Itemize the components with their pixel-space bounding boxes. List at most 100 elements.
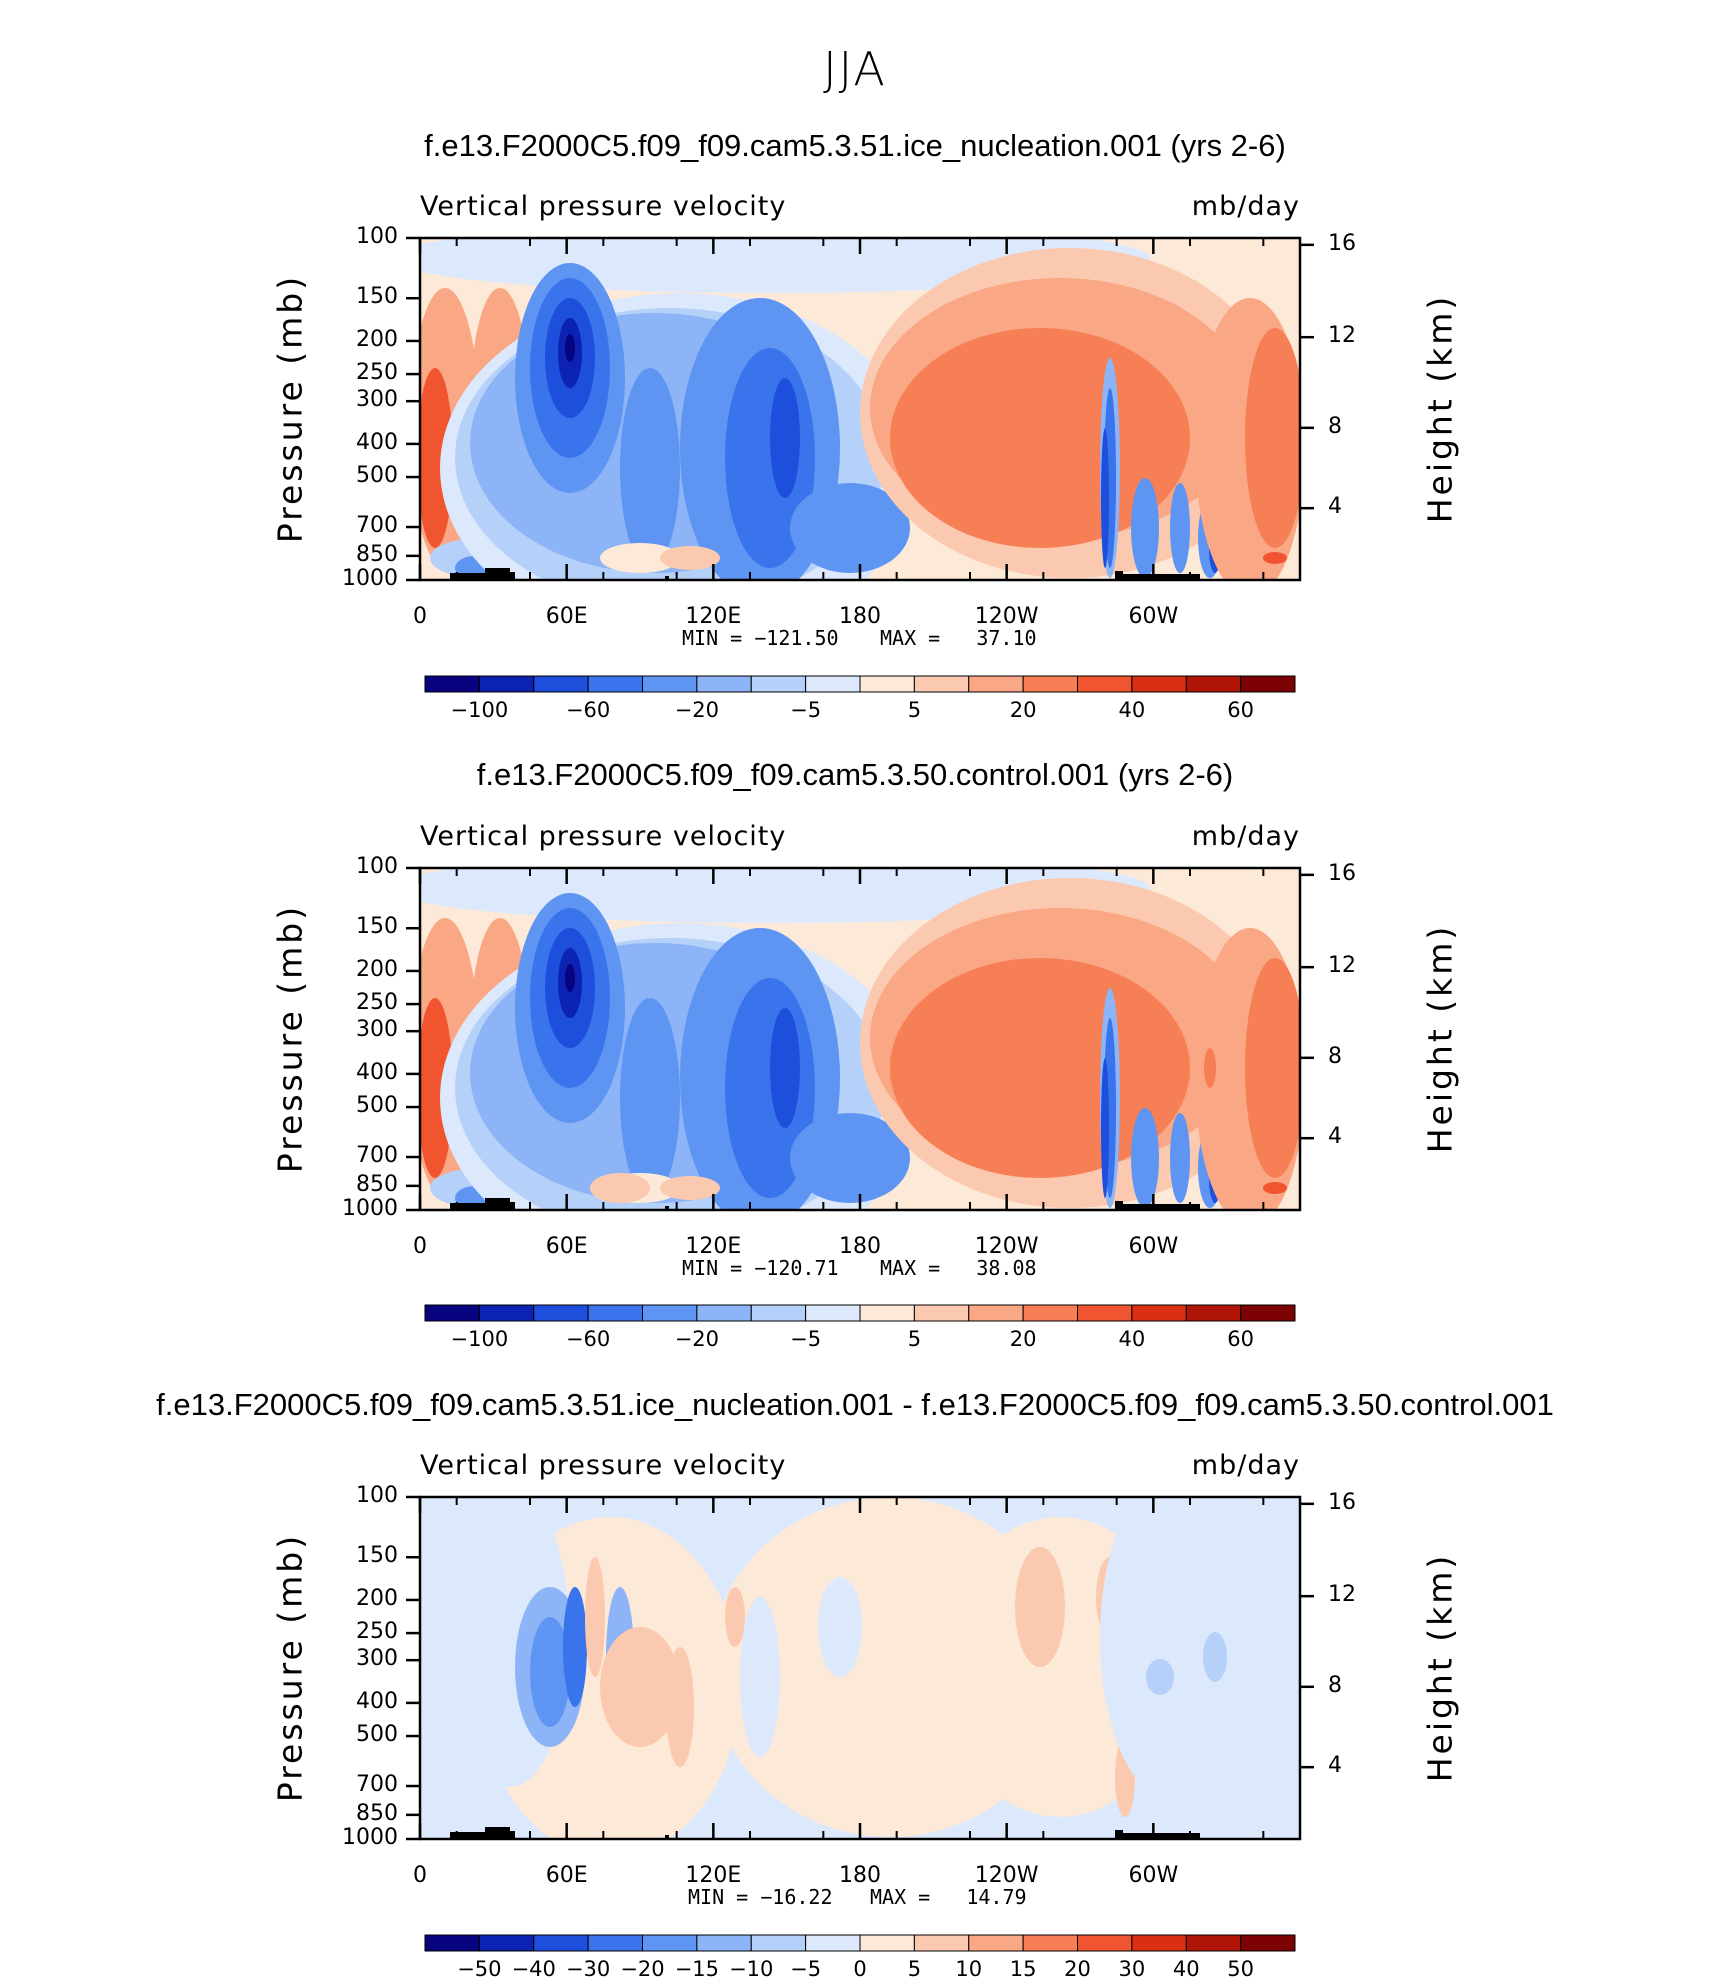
pressure-tick-label: 150	[356, 284, 398, 310]
units-label: mb/day	[1191, 821, 1300, 852]
colorbar-swatch	[642, 675, 698, 693]
height-tick-label: 8	[1328, 413, 1342, 439]
topography-block	[665, 576, 669, 580]
colorbar-label: 20	[1009, 698, 1037, 722]
topography-block	[450, 1832, 500, 1839]
pressure-tick-label: 100	[356, 854, 398, 879]
colorbar-label: −60	[565, 1327, 611, 1351]
longitude-tick-label: 60W	[1128, 1234, 1179, 1259]
pressure-tick-label: 100	[356, 224, 398, 249]
longitude-tick-label: 180	[839, 1234, 881, 1259]
height-tick-label: 12	[1328, 323, 1356, 349]
longitude-tick-label: 180	[839, 1863, 881, 1888]
contour-region	[620, 998, 680, 1198]
min-stat: MIN = −120.71	[682, 1256, 839, 1280]
longitude-tick-label: 180	[839, 604, 881, 629]
contour-region	[565, 964, 575, 992]
contour-region	[660, 1176, 720, 1200]
colorbar-swatch	[424, 1304, 480, 1322]
contour-region	[1015, 1547, 1065, 1667]
colorbar-swatch	[805, 1304, 861, 1322]
colorbar-swatch	[750, 675, 807, 693]
contour-region	[818, 1577, 862, 1677]
colorbar-swatch	[805, 675, 861, 693]
pressure-tick-label: 200	[356, 1585, 398, 1611]
topography-block	[450, 573, 500, 580]
contour-region	[660, 546, 720, 570]
height-tick-label: 12	[1328, 953, 1356, 979]
topography-mask	[450, 568, 1200, 580]
colorbar-swatch	[913, 1304, 970, 1322]
colorbar-swatch	[696, 1304, 752, 1322]
pressure-tick-label: 150	[356, 914, 398, 940]
pressure-tick-label: 200	[356, 326, 398, 352]
contour-region	[790, 483, 910, 573]
longitude-tick-label: 60W	[1128, 1863, 1179, 1888]
colorbar-label: −20	[674, 1327, 720, 1351]
contour-region	[585, 1557, 605, 1677]
colorbar-label: −5	[790, 698, 822, 722]
height-tick-label: 12	[1328, 1582, 1356, 1608]
colorbar-swatch	[696, 675, 752, 693]
colorbar-label: 60	[1227, 698, 1254, 722]
pressure-tick-label: 500	[356, 1722, 398, 1748]
colorbar-swatch	[1240, 675, 1296, 693]
topography-block	[1115, 571, 1123, 580]
units-label: mb/day	[1191, 191, 1300, 222]
colorbar-swatch	[968, 1934, 1024, 1952]
height-tick-label: 4	[1328, 1124, 1342, 1150]
units-label: mb/day	[1191, 1450, 1300, 1481]
colorbar-swatch	[1240, 1934, 1296, 1952]
colorbar-label: 5	[907, 1327, 922, 1351]
colorbar-swatch	[1077, 675, 1133, 693]
contour-region	[740, 1597, 780, 1757]
pressure-tick-label: 700	[356, 1143, 398, 1169]
pressure-tick-label: 700	[356, 513, 398, 539]
colorbar-swatch	[859, 1934, 915, 1952]
contour-region	[770, 378, 800, 498]
colorbar-swatch	[968, 1304, 1024, 1322]
topography-block	[1120, 1833, 1200, 1839]
figure-title: JJA	[823, 42, 887, 96]
pressure-tick-label: 850	[356, 541, 398, 567]
variable-name: Vertical pressure velocity	[420, 1450, 787, 1481]
longitude-tick-label: 60W	[1128, 604, 1179, 629]
colorbar-swatch	[1022, 675, 1078, 693]
contour-region	[1100, 1497, 1260, 1807]
variable-name: Vertical pressure velocity	[420, 821, 787, 852]
contour-region	[620, 368, 680, 568]
contour-region	[1131, 478, 1159, 578]
contour-region	[1101, 428, 1109, 568]
colorbar-swatch	[533, 675, 589, 693]
colorbar-swatch	[1131, 675, 1187, 693]
contour-region	[1245, 328, 1300, 548]
colorbar-label: −20	[674, 698, 720, 722]
colorbar-swatch	[478, 1304, 535, 1322]
contour-region	[1204, 1048, 1216, 1088]
height-tick-label: 16	[1328, 230, 1356, 256]
pressure-tick-label: 250	[356, 360, 398, 386]
contour-region	[910, 978, 1050, 1138]
longitude-tick-label: 0	[413, 1863, 427, 1888]
topography-block	[500, 572, 515, 580]
contour-region	[420, 368, 453, 548]
longitude-tick-label: 60E	[545, 1863, 588, 1888]
colorbar-label: 5	[907, 698, 922, 722]
colorbar-label: −100	[450, 698, 509, 722]
contour-region	[1131, 1108, 1159, 1208]
longitude-tick-label: 120E	[685, 1863, 742, 1888]
contour-region	[1101, 1058, 1109, 1198]
contour-region	[1245, 958, 1300, 1178]
topography-block	[500, 1202, 515, 1210]
topography-block	[1115, 1830, 1123, 1839]
colorbar-swatch	[1131, 1934, 1187, 1952]
min-stat: MIN = −121.50	[682, 626, 839, 650]
y-axis-label: Pressure (mb)	[270, 1532, 310, 1803]
contour-plot	[406, 866, 1314, 1212]
pressure-tick-label: 1000	[342, 1196, 398, 1221]
contour-region	[790, 1113, 910, 1203]
colorbar-swatch	[478, 1934, 535, 1952]
contour-region	[600, 1627, 680, 1747]
colorbar-label: 40	[1118, 698, 1146, 722]
pressure-tick-label: 150	[356, 1543, 398, 1569]
